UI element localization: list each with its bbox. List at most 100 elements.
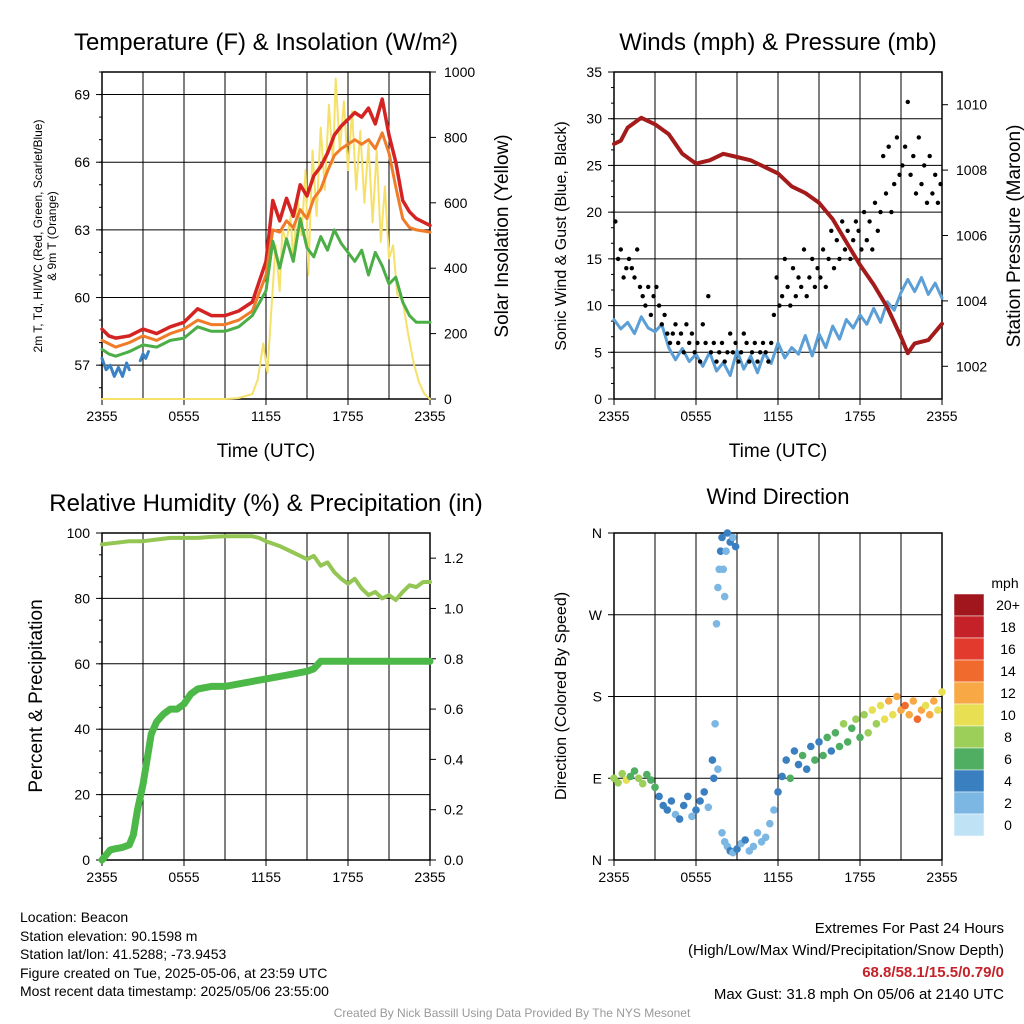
legend-swatch (953, 615, 985, 639)
y2-axis-label-text: Station Pressure (Maroon) (1004, 125, 1024, 348)
dewpoint-line (100, 217, 432, 358)
direction-point (731, 542, 740, 551)
gust-point (881, 153, 886, 159)
gust-point (766, 359, 771, 364)
gust-point (673, 322, 678, 327)
y2-tick-label: 1006 (956, 228, 987, 244)
y-tick-label: N (592, 852, 602, 868)
gust-point (826, 256, 831, 262)
max-gust-text: Max Gust: 31.8 mph On 05/06 at 2140 UTC (713, 986, 1004, 1003)
gust-point (804, 294, 809, 299)
direction-point (852, 715, 860, 723)
direction-point (714, 765, 722, 773)
gust-point (769, 340, 774, 346)
y-tick-label: 35 (586, 64, 602, 80)
direction-point (722, 547, 730, 555)
gust-point (719, 340, 725, 346)
legend-label: 12 (1000, 685, 1016, 701)
gust-point (892, 181, 897, 187)
y2-tick-label: 1000 (444, 64, 475, 80)
direction-point (938, 688, 946, 696)
direction-point (714, 583, 722, 592)
gust-point (678, 331, 684, 336)
gust-point (823, 284, 828, 290)
gust-point (687, 340, 692, 346)
gust-point (900, 163, 905, 168)
direction-point (889, 710, 897, 719)
direction-point (798, 751, 807, 760)
gust-point (667, 340, 673, 346)
y-tick-label: 0 (82, 852, 90, 868)
gust-point (933, 172, 938, 177)
gust-point (919, 181, 924, 187)
chart-title: Wind Direction (706, 484, 849, 509)
y2-tick-label: 600 (444, 195, 468, 211)
direction-point (638, 779, 647, 788)
direction-point (864, 729, 872, 737)
chart-title: Winds (mph) & Pressure (mb) (619, 29, 936, 56)
legend-swatch (953, 593, 985, 617)
gust-point (815, 266, 820, 271)
legend-swatch (953, 681, 985, 705)
gust-point (738, 350, 744, 355)
legend-label: 18 (1000, 619, 1016, 635)
gust-point (938, 181, 943, 187)
gust-point (681, 350, 686, 355)
gust-point (840, 219, 845, 224)
y-tick-label: 60 (74, 656, 90, 672)
credit-text: Created By Nick Bassill Using Data Provi… (333, 1006, 691, 1020)
y2-axis-label-text: Solar Insolation (Yellow) (492, 134, 513, 337)
legend-label: 14 (1000, 663, 1016, 679)
y-tick-label: 40 (74, 721, 90, 737)
gust-point (643, 303, 648, 308)
y-tick-label: 5 (594, 344, 602, 360)
y-axis-label: Direction (Colored By Speed) (553, 592, 570, 800)
direction-point (708, 756, 717, 764)
y2-tick-label: 1.2 (444, 550, 464, 566)
direction-point (839, 720, 848, 728)
y-tick-label: 80 (74, 590, 90, 606)
gust-point (837, 256, 842, 262)
gust-point (834, 238, 839, 243)
gust-point (818, 275, 823, 280)
direction-point (868, 706, 877, 714)
gust-point (749, 350, 755, 355)
direction-point (733, 845, 741, 853)
heat_index_b-line (138, 350, 150, 363)
gust-point (870, 247, 875, 252)
direction-point (770, 806, 778, 814)
direction-point (720, 592, 729, 601)
x-tick-label: 2355 (86, 869, 117, 885)
y2-tick-label: 0.6 (444, 701, 464, 717)
legend-label: 6 (1004, 751, 1012, 767)
y-axis-label-line: 2m T, Td, HI/WC (Red, Green, Scarlet/Blu… (31, 120, 45, 353)
gust-point (930, 191, 935, 196)
direction-point (794, 760, 803, 769)
plot-frame (613, 71, 943, 400)
x-tick-label: 1155 (251, 408, 281, 424)
direction-point (655, 792, 663, 801)
x-tick-label: 2355 (598, 408, 629, 424)
gust-point (872, 200, 878, 205)
precip-line (98, 657, 434, 864)
gust-point (859, 247, 864, 252)
gust-point (725, 350, 730, 355)
direction-point (778, 772, 786, 781)
direction-point (667, 797, 676, 805)
direction-point (651, 783, 659, 792)
direction-point (643, 770, 651, 779)
x-tick-label: 0555 (168, 869, 199, 885)
direction-point (921, 701, 930, 710)
legend-label: 20+ (996, 597, 1020, 613)
gust-point (626, 256, 632, 262)
gust-point (646, 284, 651, 290)
y-axis-label-text: Percent & Precipitation (26, 599, 47, 792)
gust-point (665, 331, 670, 336)
y-axis-label-text: Direction (Colored By Speed) (553, 592, 570, 800)
y2-tick-label: 0.8 (444, 651, 464, 667)
y2-tick-label: 800 (444, 129, 468, 145)
direction-point (835, 742, 844, 751)
direction-point (710, 774, 718, 783)
gust-point (758, 350, 763, 355)
gust-point (730, 350, 736, 355)
